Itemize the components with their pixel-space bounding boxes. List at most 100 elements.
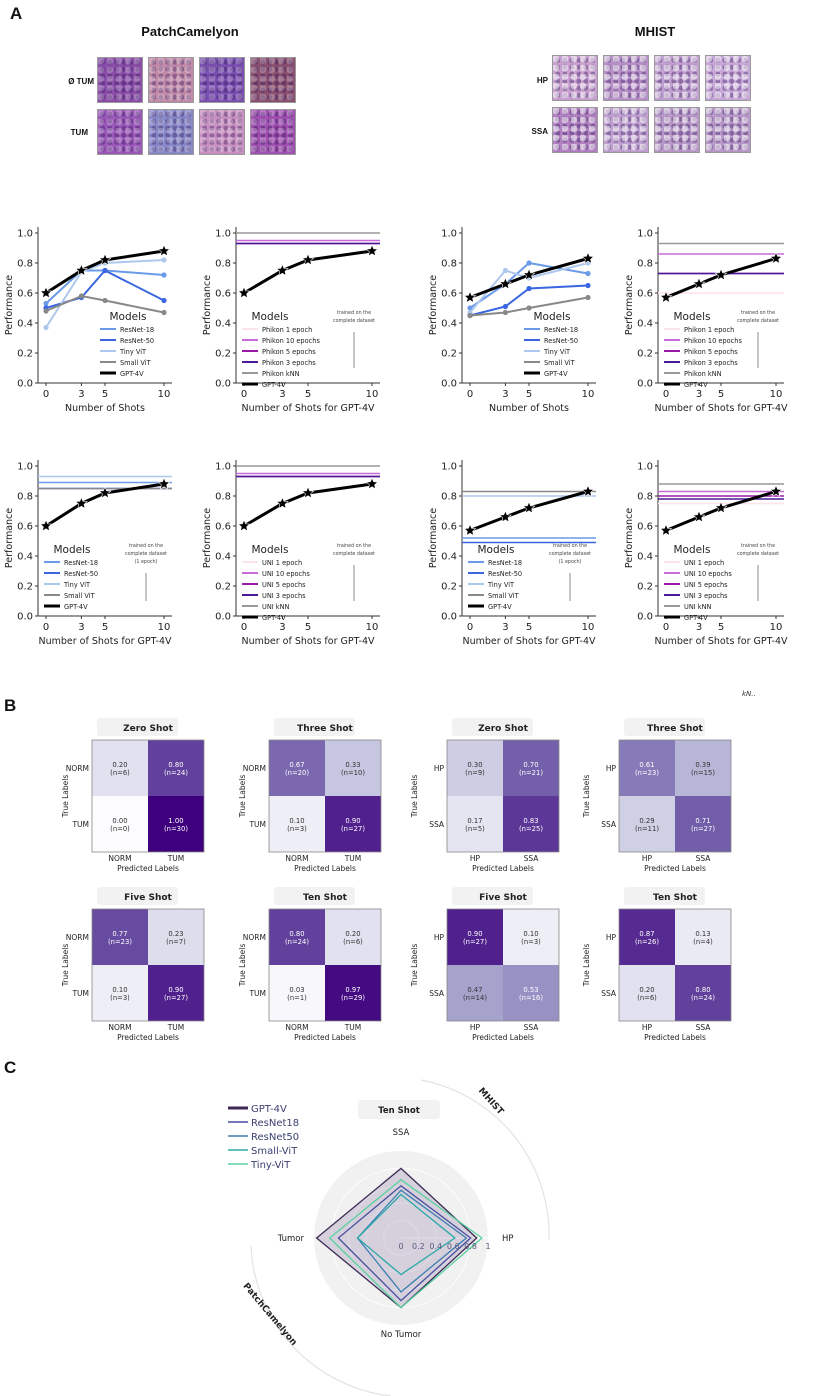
radar-series-resnet18 [337,1184,472,1302]
radial-tick-label: 0.8 [464,1242,477,1251]
point-small-vit [43,308,49,314]
point-resnet-50 [502,303,508,310]
col-label: SSA [696,1023,712,1032]
y-tick-label: 0.0 [637,612,653,623]
col-label: TUM [344,1023,362,1032]
cell-1-1 [675,796,731,852]
mhist-tile-1-0 [552,107,598,153]
point-gpt-4v [98,253,112,266]
y-tick-label: 0.0 [441,612,457,623]
y-tick-label: 0.4 [215,552,231,563]
point-gpt-4v [39,286,53,299]
cell-count: (n=25) [519,825,543,833]
pcam-tile-0-2 [199,57,245,103]
point-resnet-50 [161,297,167,304]
row-label: NORM [66,764,89,773]
cm-border [446,908,560,1022]
point-gpt-4v [581,251,595,265]
radar-chart-ten-shot: 0 0.2 0.4 0.6 0.8 1 SSA HP No Tumor Tumor Ten Shot… [228,1079,550,1396]
legend-title: Models [534,311,571,323]
y-tick-label: 0.6 [637,522,653,533]
cell-value: 0.39 [695,761,710,769]
mhist-tile-1-1 [603,107,649,153]
legend-label-gpt-4v: GPT-4V [64,603,88,611]
radial-tick-label: 0.4 [429,1242,442,1251]
row-label: HP [606,764,617,773]
mhist-tile-0-3 [705,55,751,101]
radar-legend-label-small-vit: Small-ViT [251,1146,298,1157]
point-gpt-4v [769,484,783,498]
cm-title: Zero Shot [123,724,173,734]
cell-0-0 [92,740,148,796]
legend-label-resnet-18: ResNet-18 [544,326,578,334]
cell-value: 1.00 [168,817,183,825]
legend-title: Models [252,311,289,323]
x-tick-label: 0 [43,622,49,633]
cell-value: 0.83 [523,817,538,825]
row-label: HP [434,933,445,942]
annotation-text: trained on the [337,310,371,316]
cell-value: 0.80 [695,986,710,994]
radial-tick-label: 0 [398,1242,403,1251]
cm-border [268,908,382,1022]
cell-0-0 [447,740,503,796]
x-tick-label: 3 [696,389,702,400]
x-axis-label: Predicted Labels [117,1033,179,1042]
cell-count: (n=27) [341,825,365,833]
legend-label-resnet-50: ResNet-50 [488,570,522,578]
line-chart-mhist-uni: 0.0 0.2 0.4 0.6 0.8 1.0 0 3 5 10 Number of Shots f… [624,460,788,647]
point-gpt-4v [659,523,673,537]
legend-label-resnet-18: ResNet-18 [488,559,522,567]
legend-label-resnet-50: ResNet-50 [120,337,154,345]
point-small-vit [102,297,108,304]
legend-label-gpt-4v: GPT-4V [262,614,286,622]
radar-axis-label-tumor: Tumor [277,1234,305,1244]
x-tick-label: 0 [241,389,247,400]
series-line-gpt-4v [665,490,777,532]
cell-1-0 [447,796,503,852]
y-axis-label: True Labels [238,944,247,988]
cell-count: (n=21) [519,769,543,777]
cell-value: 0.77 [112,930,127,938]
annotation-text: trained on the [129,543,163,549]
point-gpt-4v [463,290,477,304]
point-gpt-4v [714,268,728,281]
cell-value: 0.97 [345,986,360,994]
legend-label-gpt-4v: GPT-4V [684,614,708,622]
row-label: SSA [429,820,445,829]
cell-count: (n=24) [691,994,715,1002]
point-gpt-4v [301,486,315,499]
point-resnet-18 [585,270,591,277]
col-label: SSA [524,1023,540,1032]
x-axis-label: Number of Shots [489,403,569,414]
cell-count: (n=3) [521,938,541,946]
confusion-matrix-pcam-zero: Zero Shot 0.20(n=6) 0.80(n=24) 0.00(n=0) 1.0… [61,718,205,873]
series-line-resnet-18 [45,269,165,305]
point-gpt-4v [769,251,783,265]
y-tick-label: 0.8 [17,492,33,503]
x-tick-label: 3 [78,389,84,400]
pcam-tile-0-1 [148,57,194,103]
y-axis-label: True Labels [238,775,247,819]
cm-border [268,739,382,853]
point-small-vit [502,309,508,316]
y-tick-label: 1.0 [637,462,653,473]
x-tick-label: 10 [366,389,379,400]
legend-label-phikon-10-epochs: Phikon 10 epochs [684,337,742,345]
y-tick-label: 0.6 [17,522,33,533]
cell-1-0 [447,965,503,1021]
cell-value: 0.70 [523,761,538,769]
cell-0-1 [503,909,559,965]
cell-value: 0.13 [695,930,710,938]
legend-label-phikon-10-epochs: Phikon 10 epochs [262,337,320,345]
cm-border [618,739,732,853]
y-tick-label: 1.0 [441,462,457,473]
y-tick-label: 0.4 [637,319,653,330]
x-tick-label: 3 [78,622,84,633]
mhist-title: MHIST [634,24,676,39]
cm-title: Ten Shot [653,893,698,903]
cell-value: 0.33 [345,761,360,769]
point-resnet-50 [102,267,108,274]
cell-count: (n=23) [635,769,659,777]
annotation-text: (1 epoch) [135,559,158,565]
